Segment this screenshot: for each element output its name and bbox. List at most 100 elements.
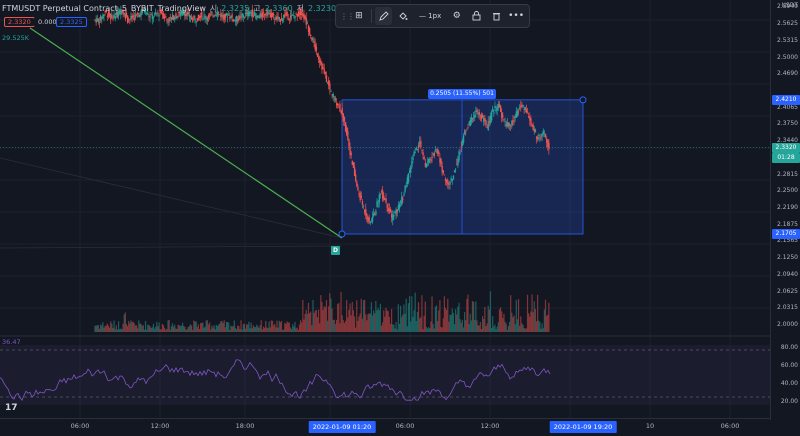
volume-bar bbox=[466, 298, 468, 332]
candle-body bbox=[471, 118, 474, 120]
candle-body bbox=[326, 82, 329, 84]
time-axis[interactable]: 06:00 12:00 18:00 06:00 12:00 10 06:00 2022-01-… bbox=[0, 418, 770, 436]
candle-body bbox=[150, 14, 152, 16]
candle-body bbox=[504, 120, 506, 122]
candle-body bbox=[222, 14, 224, 19]
candle-body bbox=[406, 177, 409, 184]
candle-body bbox=[383, 195, 385, 201]
candle-body bbox=[448, 184, 450, 186]
more-icon[interactable]: ••• bbox=[508, 11, 525, 21]
range-handle-bottom bbox=[338, 230, 346, 238]
volume-bar bbox=[220, 321, 222, 332]
candle-body bbox=[125, 13, 128, 17]
volume-bar bbox=[269, 327, 271, 332]
volume-bar bbox=[531, 294, 533, 332]
fill-icon[interactable] bbox=[394, 7, 412, 25]
candle-body bbox=[162, 13, 165, 19]
sell-button[interactable]: 2.3320 bbox=[4, 17, 35, 27]
volume-bar bbox=[339, 323, 341, 332]
volume-bar bbox=[379, 303, 381, 332]
volume-bar bbox=[193, 320, 195, 332]
candle-body bbox=[541, 133, 543, 136]
candle-body bbox=[497, 104, 500, 108]
volume-bar bbox=[282, 329, 284, 332]
volume-bar bbox=[213, 325, 215, 332]
volume-bar bbox=[299, 320, 302, 332]
low-value: 2.3230 bbox=[308, 4, 337, 13]
volume-bar bbox=[476, 320, 478, 332]
volume-bar bbox=[94, 325, 96, 332]
candle-body bbox=[250, 12, 252, 14]
candle-body bbox=[442, 170, 445, 174]
template-icon[interactable]: ⊞ bbox=[355, 11, 363, 21]
volume-bar bbox=[198, 329, 201, 332]
symbol-name[interactable]: FTMUSDT Perpetual Contract bbox=[2, 4, 118, 13]
volume-bar bbox=[375, 301, 377, 332]
trash-icon[interactable] bbox=[487, 7, 505, 25]
candle-body bbox=[467, 127, 469, 128]
volume-bar bbox=[242, 324, 244, 332]
pencil-icon[interactable] bbox=[374, 7, 393, 25]
volume-bar bbox=[140, 324, 142, 332]
volume-bar bbox=[204, 326, 206, 332]
drag-handle-icon[interactable]: ⋮⋮ bbox=[340, 11, 355, 21]
trendline-faint bbox=[0, 157, 343, 239]
candle-body bbox=[213, 15, 215, 17]
candle-body bbox=[111, 14, 113, 15]
range-measure-label: 0.2505 (11.55%) 501 bbox=[428, 89, 496, 99]
dividend-marker[interactable]: D bbox=[331, 246, 340, 255]
volume-bar bbox=[321, 301, 323, 332]
volume-bar bbox=[178, 325, 180, 332]
price-axis[interactable]: USDT 2.5940 2.5625 2.5315 2.5000 2.4690 2.406… bbox=[770, 0, 800, 420]
volume-bar bbox=[306, 313, 308, 332]
candle-body bbox=[529, 117, 531, 121]
volume-bar bbox=[197, 324, 199, 332]
settings-icon[interactable]: ⚙ bbox=[452, 11, 461, 21]
candle-body bbox=[277, 16, 279, 18]
volume-bar bbox=[112, 327, 114, 332]
volume-bar bbox=[365, 314, 367, 332]
volume-bar bbox=[441, 327, 443, 332]
candle-body bbox=[394, 211, 396, 214]
candle-body bbox=[395, 209, 397, 216]
volume-bar bbox=[168, 320, 170, 332]
candle-body bbox=[520, 105, 522, 108]
interval[interactable]: 5 bbox=[121, 4, 127, 13]
volume-bar bbox=[115, 325, 117, 332]
line-width-selector[interactable]: — 1px bbox=[414, 7, 446, 25]
volume-bar bbox=[364, 299, 366, 332]
volume-bar bbox=[478, 325, 480, 332]
volume-bar bbox=[420, 317, 422, 332]
candle-body bbox=[203, 14, 205, 16]
volume-bar bbox=[156, 321, 158, 332]
volume-bar bbox=[120, 328, 122, 332]
volume-bar bbox=[371, 315, 374, 332]
volume-bar bbox=[419, 318, 421, 332]
lock-icon[interactable] bbox=[468, 7, 486, 25]
volume-bar bbox=[344, 320, 347, 332]
candle-body bbox=[320, 60, 322, 65]
volume-bar bbox=[164, 327, 166, 332]
candle-body bbox=[408, 170, 411, 173]
candle-body bbox=[474, 115, 476, 119]
volume-bar bbox=[184, 326, 186, 332]
candle-body bbox=[402, 198, 404, 200]
volume-bar bbox=[287, 322, 289, 332]
buy-button[interactable]: 2.3325 bbox=[56, 17, 87, 27]
volume-bar bbox=[341, 315, 343, 332]
volume-bar bbox=[188, 325, 190, 332]
volume-bar bbox=[252, 325, 255, 332]
volume-bar bbox=[417, 302, 420, 332]
volume-bar bbox=[283, 329, 285, 332]
volume-bar bbox=[493, 326, 495, 332]
candle-body bbox=[487, 121, 489, 131]
volume-bar bbox=[494, 324, 496, 332]
volume-bar bbox=[148, 325, 150, 332]
candle-body bbox=[230, 16, 232, 18]
candle-body bbox=[382, 190, 384, 199]
candle-body bbox=[285, 12, 287, 16]
candle-body bbox=[411, 161, 413, 168]
volume-bar bbox=[421, 295, 423, 332]
volume-bar bbox=[475, 301, 477, 332]
